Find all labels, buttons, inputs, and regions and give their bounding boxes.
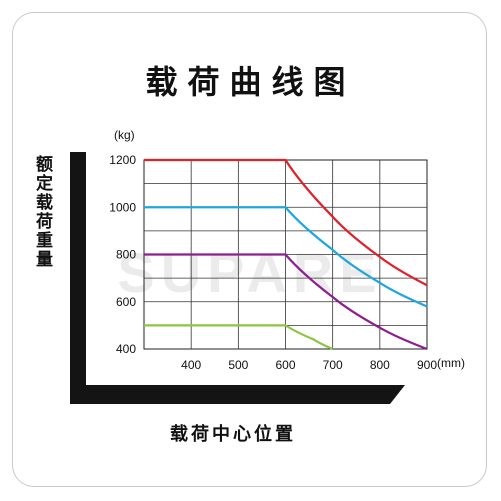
- series-line-2: [144, 206, 428, 308]
- series-line-3: [144, 253, 428, 351]
- x-axis-title: 载荷中心位置: [170, 424, 296, 445]
- chart-card: [12, 12, 487, 487]
- x-tick-label: 600: [275, 358, 295, 372]
- y-unit-label: (kg): [114, 128, 135, 142]
- x-tick-label: 800: [370, 358, 390, 372]
- watermark-text: SUPARE: [117, 241, 382, 304]
- y-tick-label: 600: [116, 295, 136, 309]
- x-tick-label: 900: [417, 358, 437, 372]
- y-tick-label: 400: [116, 342, 136, 356]
- x-tick-label: 500: [228, 358, 248, 372]
- series-line-4: [144, 324, 334, 351]
- chart-title: 载荷曲线图: [145, 63, 356, 101]
- x-unit-label: (mm): [437, 356, 465, 370]
- series-line-1: [144, 158, 428, 287]
- y-axis-title: 额定载荷重量: [32, 155, 52, 269]
- x-tick-label: 700: [323, 358, 343, 372]
- y-tick-label: 1000: [109, 200, 136, 214]
- x-tick-label: 400: [181, 358, 201, 372]
- y-tick-label: 800: [116, 248, 136, 262]
- y-tick-label: 1200: [109, 153, 136, 167]
